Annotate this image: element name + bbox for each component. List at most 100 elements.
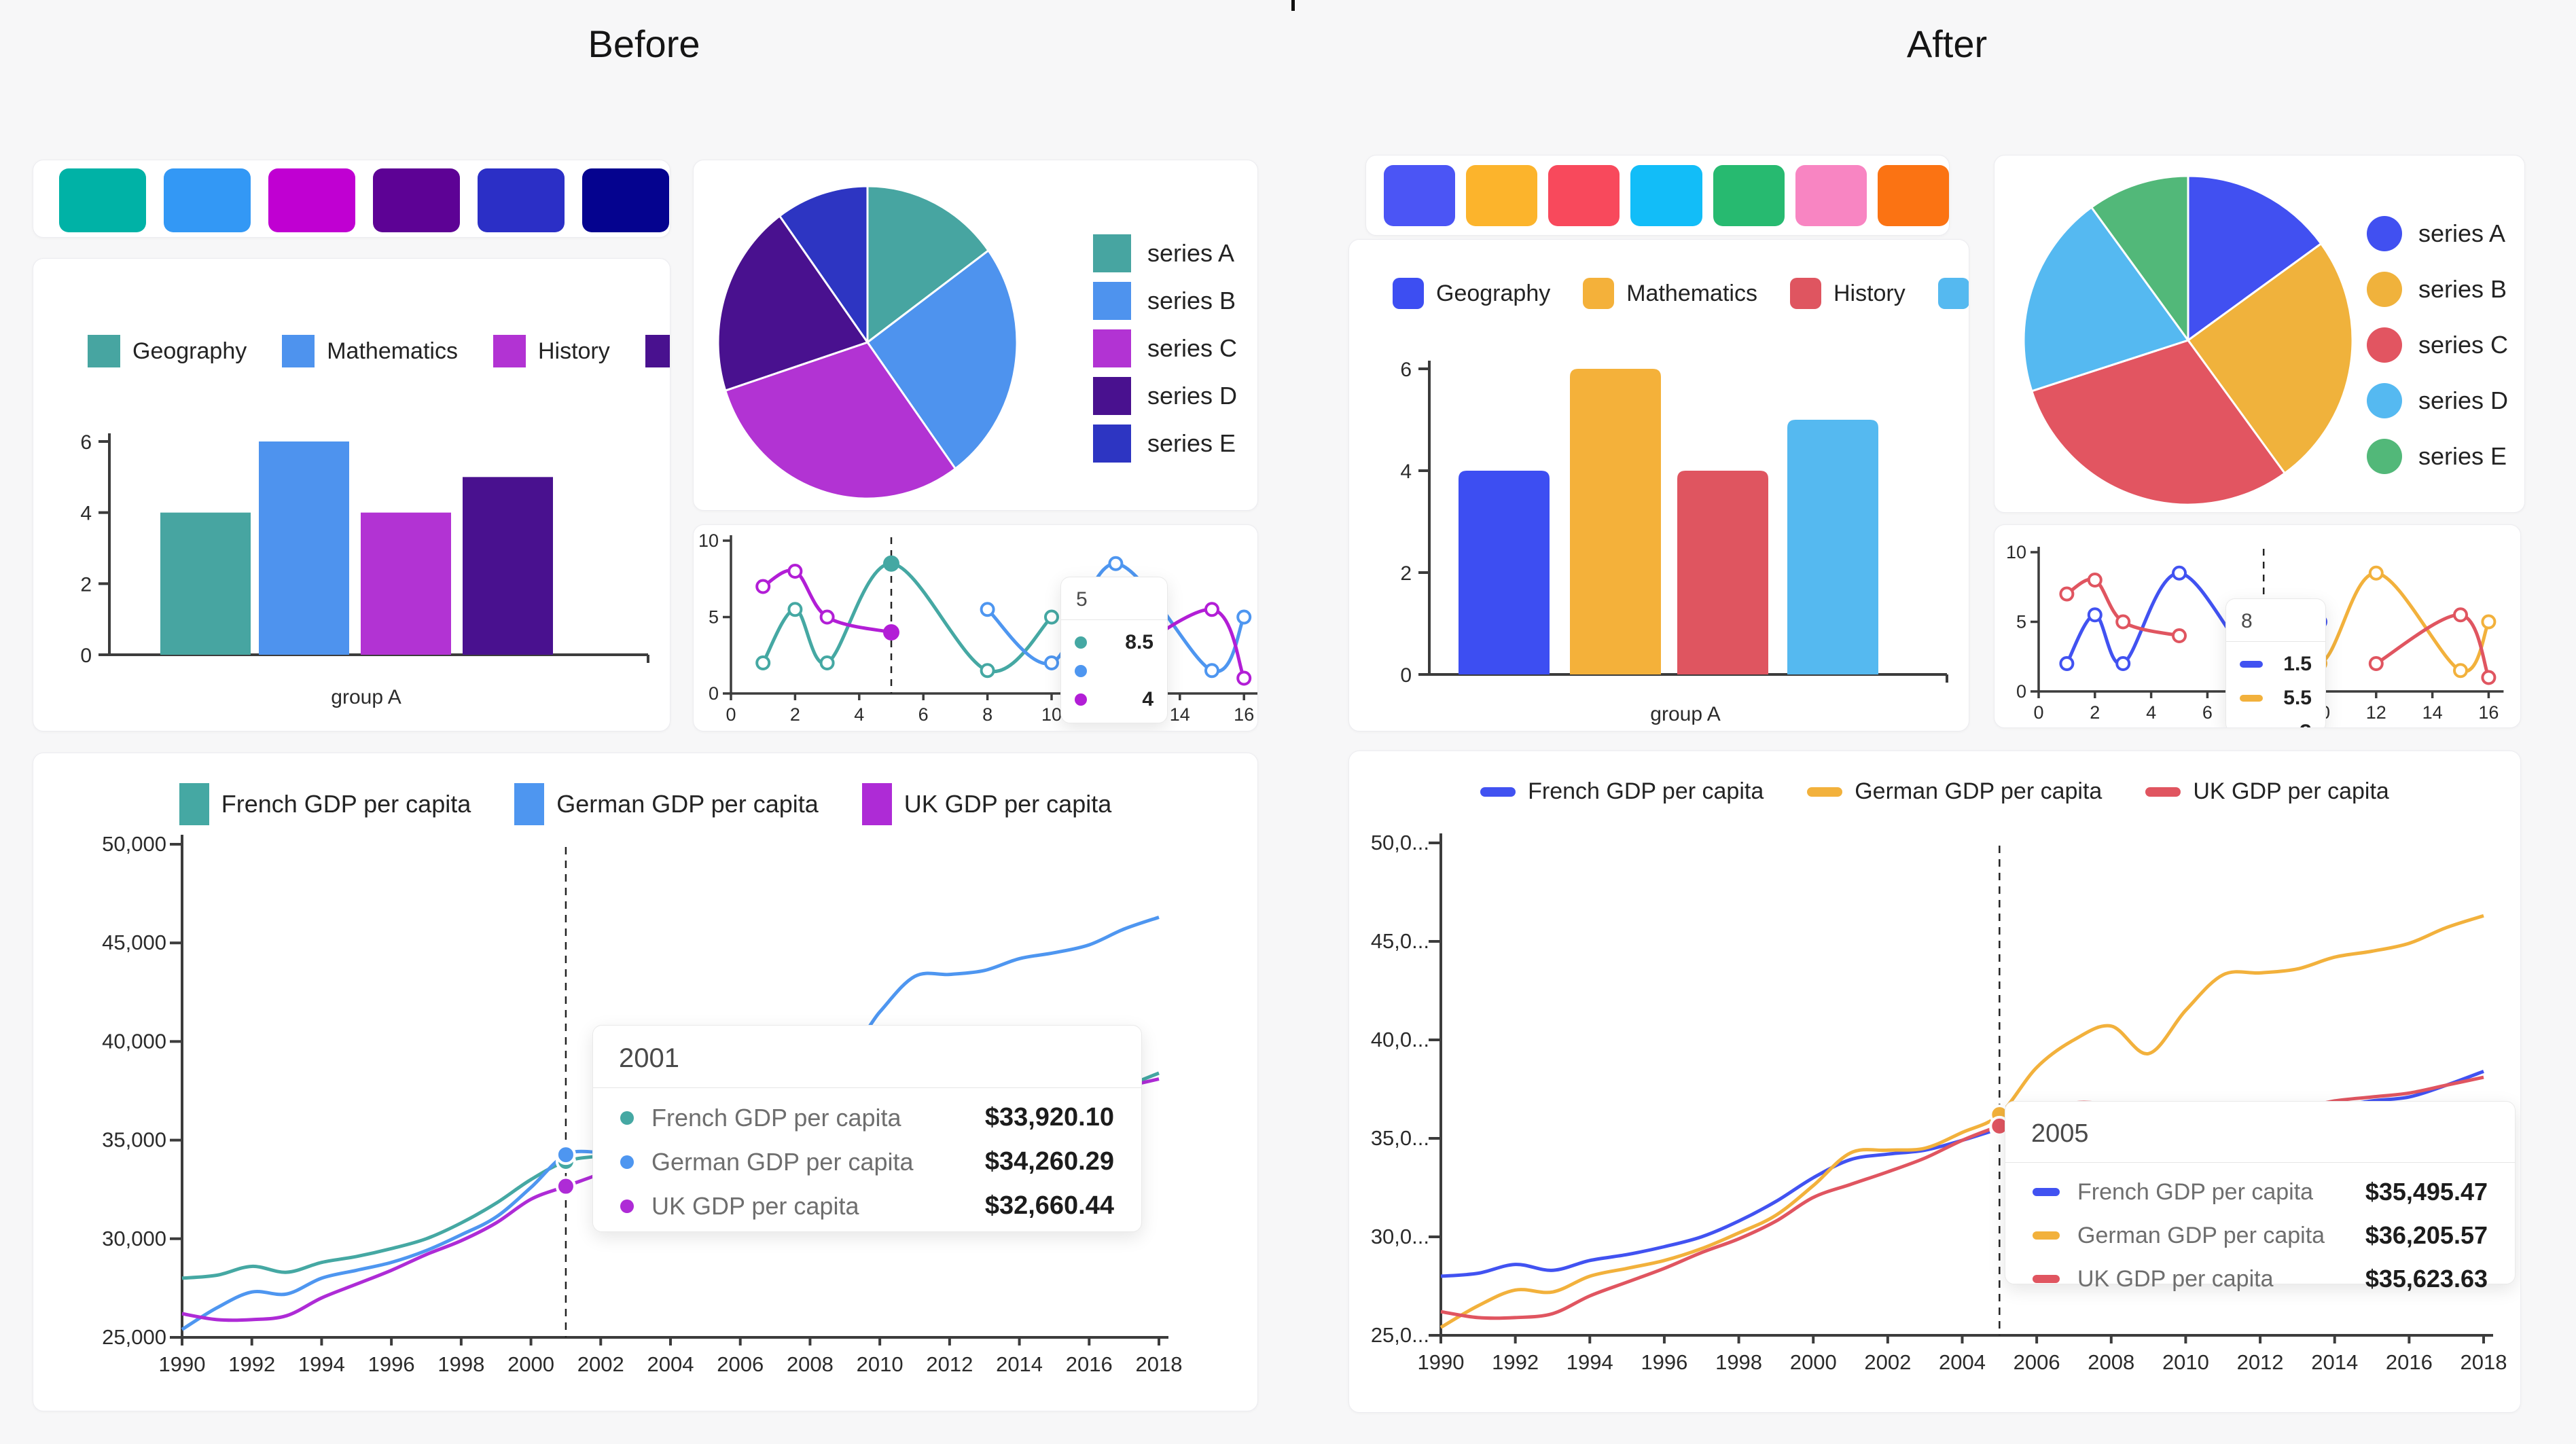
svg-text:8: 8 — [982, 704, 992, 725]
legend-item[interactable]: series A — [1093, 230, 1237, 277]
legend-item[interactable]: series A — [2367, 206, 2508, 261]
legend-marker — [1093, 425, 1131, 463]
svg-text:2008: 2008 — [787, 1352, 834, 1376]
after-gdp-chart[interactable]: 50,0... 45,0... 40,0... 35,0... 30,0... 25,0.… — [1349, 751, 2520, 1412]
legend-item[interactable]: German GDP per capita — [1807, 778, 2102, 805]
pie-slice-series B[interactable] — [865, 249, 1018, 471]
svg-text:10: 10 — [698, 530, 719, 551]
legend-item[interactable]: series C — [1093, 325, 1237, 372]
pie-slice-series C[interactable] — [723, 341, 957, 500]
svg-text:2016: 2016 — [2386, 1350, 2433, 1374]
legend-item[interactable]: Geography — [1393, 278, 1550, 309]
legend-item[interactable]: French GDP per capita — [1480, 778, 1764, 805]
legend-marker — [1093, 282, 1131, 320]
legend-item[interactable]: series D — [2367, 373, 2508, 429]
color-swatch — [1384, 165, 1456, 226]
legend-item[interactable]: series B — [2367, 261, 2508, 317]
legend-marker — [1807, 787, 1843, 797]
legend-marker — [1075, 693, 1087, 706]
after-bar-chart[interactable]: 0 2 4 6 group A — [1349, 240, 1969, 731]
color-swatch — [478, 168, 565, 232]
legend-item[interactable]: series E — [2367, 429, 2508, 484]
legend-item[interactable]: series B — [1093, 277, 1237, 325]
svg-text:2: 2 — [80, 573, 92, 596]
legend-marker — [1093, 234, 1131, 272]
svg-text:2000: 2000 — [507, 1352, 554, 1376]
before-bar-chart[interactable]: 0 2 4 6 group A — [33, 259, 670, 731]
bar-Biology — [1787, 420, 1878, 674]
legend-item[interactable]: French GDP per capita — [179, 783, 471, 825]
svg-text:2018: 2018 — [2461, 1350, 2507, 1374]
legend-marker — [620, 1155, 634, 1169]
legend-item[interactable]: series C — [2367, 317, 2508, 373]
before-gdp-tooltip: 2001 French GDP per capita $33,920.10 Germa… — [592, 1025, 1142, 1232]
legend-item[interactable]: series E — [1093, 420, 1237, 467]
after-gdp-card: 50,0... 45,0... 40,0... 35,0... 30,0... 25,0.… — [1348, 751, 2521, 1413]
legend-item[interactable]: UK GDP per capita — [861, 783, 1111, 825]
top-center-mark — [1291, 0, 1295, 11]
svg-text:30,000: 30,000 — [102, 1227, 166, 1250]
legend-marker — [2367, 327, 2402, 363]
after-bar-legend: Geography Mathematics History Biology — [1393, 278, 1969, 309]
before-bar-card: 0 2 4 6 group A Geography Mathematics History Bi… — [33, 258, 670, 732]
legend-marker — [282, 335, 315, 367]
svg-text:2004: 2004 — [1939, 1350, 1986, 1374]
before-pie-chart[interactable] — [694, 160, 1257, 510]
bar-History — [361, 512, 451, 655]
legend-marker — [1393, 278, 1424, 309]
after-gdp-tooltip: 2005 French GDP per capita $35,495.47 Germa… — [2005, 1101, 2516, 1293]
legend-item[interactable]: Biology — [1937, 278, 1969, 309]
pie-slice-series B[interactable] — [2186, 242, 2354, 475]
pie-slice-series A[interactable] — [2187, 175, 2323, 342]
after-pie-chart[interactable] — [1994, 156, 2524, 512]
legend-marker — [1093, 329, 1131, 367]
svg-text:45,0...: 45,0... — [1371, 929, 1429, 953]
line-German GDP per capita — [1439, 914, 2484, 1329]
legend-item[interactable]: History — [1789, 278, 1906, 309]
pie-slice-series A[interactable] — [866, 185, 990, 345]
after-spark-tooltip: 81.55.5? — [2225, 598, 2326, 727]
legend-item[interactable]: Biology — [645, 335, 670, 367]
before-spark-chart[interactable]: 05100246810121416 — [694, 525, 1257, 731]
legend-item[interactable]: Mathematics — [282, 335, 458, 367]
svg-text:1998: 1998 — [1715, 1350, 1762, 1374]
pie-slice-series E[interactable] — [2090, 175, 2189, 344]
bar-Geography — [160, 512, 251, 655]
pie-slice-series C[interactable] — [2030, 339, 2287, 506]
svg-text:5: 5 — [709, 607, 719, 628]
color-swatch — [1548, 165, 1620, 226]
before-title: Before — [588, 22, 700, 65]
legend-marker — [2033, 1275, 2060, 1283]
legend-marker — [1075, 636, 1087, 649]
pie-slice-series D[interactable] — [2022, 206, 2190, 393]
legend-item[interactable]: series D — [1093, 372, 1237, 420]
svg-text:12: 12 — [2366, 702, 2386, 723]
svg-text:1992: 1992 — [228, 1352, 275, 1376]
svg-text:2002: 2002 — [577, 1352, 624, 1376]
svg-text:1996: 1996 — [1641, 1350, 1687, 1374]
legend-marker — [2367, 216, 2402, 251]
color-swatch — [1877, 165, 1949, 226]
legend-item[interactable]: German GDP per capita — [514, 783, 819, 825]
pie-slice-series D[interactable] — [717, 214, 870, 392]
legend-item[interactable]: UK GDP per capita — [2145, 778, 2389, 805]
legend-item[interactable]: Mathematics — [1583, 278, 1757, 309]
pie-slice-series E[interactable] — [778, 185, 869, 346]
svg-text:25,0...: 25,0... — [1371, 1323, 1429, 1347]
color-swatch-row — [1366, 156, 1949, 226]
legend-marker — [1789, 278, 1821, 309]
legend-marker — [514, 783, 545, 825]
svg-text:2: 2 — [790, 704, 800, 725]
svg-text:1994: 1994 — [298, 1352, 345, 1376]
legend-marker — [1583, 278, 1615, 309]
svg-text:45,000: 45,000 — [102, 931, 166, 954]
svg-text:1992: 1992 — [1492, 1350, 1539, 1374]
legend-item[interactable]: Geography — [88, 335, 247, 367]
legend-marker — [1075, 665, 1087, 677]
legend-item[interactable]: History — [493, 335, 610, 367]
legend-marker — [620, 1111, 634, 1125]
legend-marker — [493, 335, 526, 367]
